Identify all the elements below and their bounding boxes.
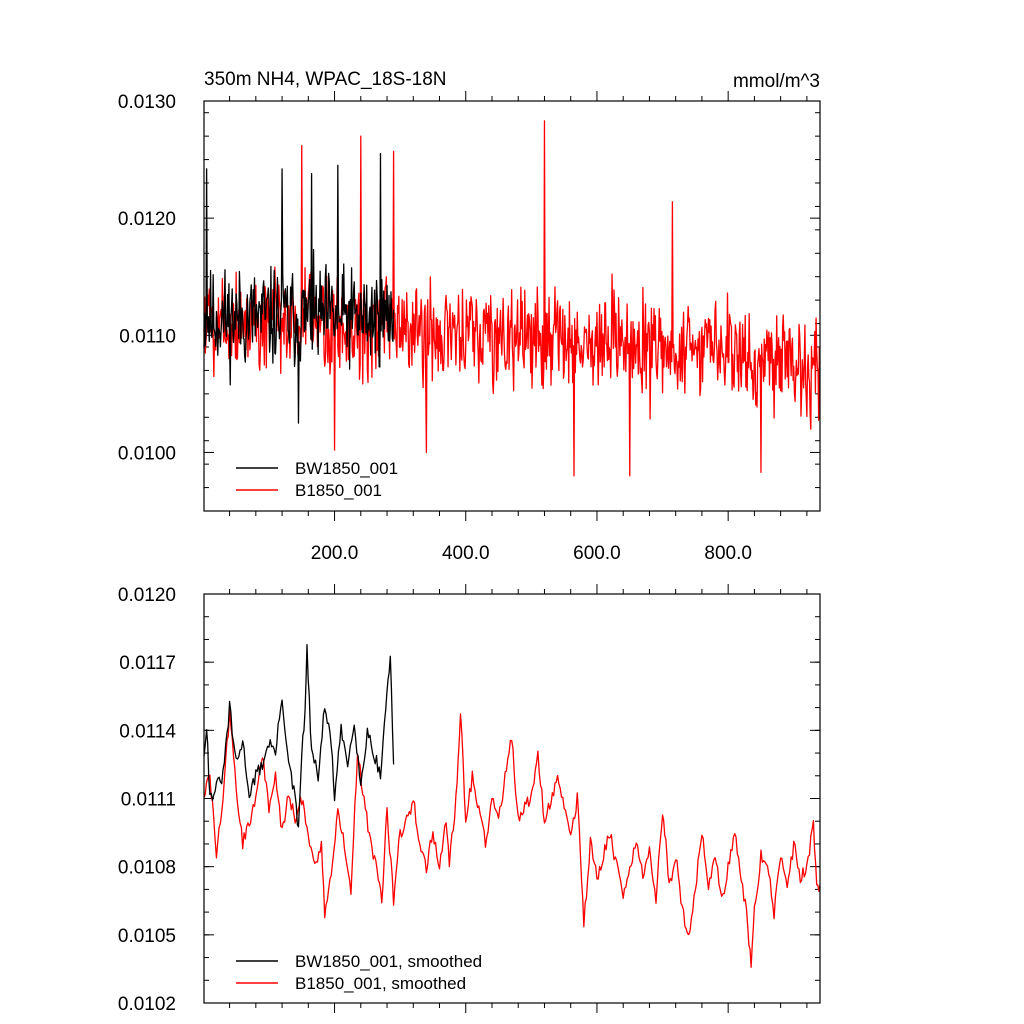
y-tick-label: 0.0117 <box>119 653 176 674</box>
series-line-bw1850 <box>203 153 395 424</box>
bottom-panel-series <box>203 644 821 968</box>
top-panel-legend: BW1850_001 B1850_001 <box>236 459 398 500</box>
top-panel: 350m NH4, WPAC_18S-18N mmol/m^3 0.0100 0.… <box>118 69 821 564</box>
y-tick-label: 0.0114 <box>119 721 176 742</box>
legend-label-bw1850-smoothed: BW1850_001, smoothed <box>295 952 482 971</box>
y-tick-label: 0.0111 <box>121 790 176 811</box>
top-panel-title: 350m NH4, WPAC_18S-18N <box>204 69 447 90</box>
bottom-panel: 0.0102 0.0105 0.0108 0.0111 0.0114 0.0117 0.01… <box>118 584 821 1015</box>
top-panel-frame <box>203 100 821 512</box>
top-panel-series <box>203 120 821 477</box>
legend-label-b1850-smoothed: B1850_001, smoothed <box>295 974 466 993</box>
x-tick-label: 800.0 <box>704 543 752 564</box>
top-panel-x-axis: 200.0 400.0 600.0 800.0 <box>229 91 808 564</box>
y-tick-label: 0.0108 <box>118 858 176 879</box>
legend-label-bw1850: BW1850_001 <box>295 459 398 478</box>
y-tick-label: 0.0120 <box>118 209 176 230</box>
legend-label-b1850: B1850_001 <box>295 481 382 500</box>
series-line-b1850 <box>203 709 821 968</box>
bottom-panel-legend: BW1850_001, smoothed B1850_001, smoothed <box>236 952 482 993</box>
x-tick-label: 200.0 <box>311 543 359 564</box>
y-tick-label: 0.0102 <box>118 994 176 1015</box>
y-tick-label: 0.0110 <box>119 326 176 347</box>
series-line-b1850 <box>203 120 821 477</box>
series-line-bw1850 <box>203 644 395 828</box>
y-tick-label: 0.0120 <box>118 585 176 606</box>
bottom-panel-frame <box>203 593 821 1004</box>
y-tick-label: 0.0130 <box>118 92 176 113</box>
x-tick-label: 400.0 <box>442 543 490 564</box>
top-panel-units: mmol/m^3 <box>733 71 820 92</box>
bottom-panel-y-axis: 0.0102 0.0105 0.0108 0.0111 0.0114 0.0117 0.01… <box>118 585 820 1015</box>
x-tick-label: 600.0 <box>573 543 621 564</box>
y-tick-label: 0.0105 <box>118 926 176 947</box>
y-tick-label: 0.0100 <box>118 443 176 464</box>
bottom-panel-x-axis <box>229 584 808 1013</box>
